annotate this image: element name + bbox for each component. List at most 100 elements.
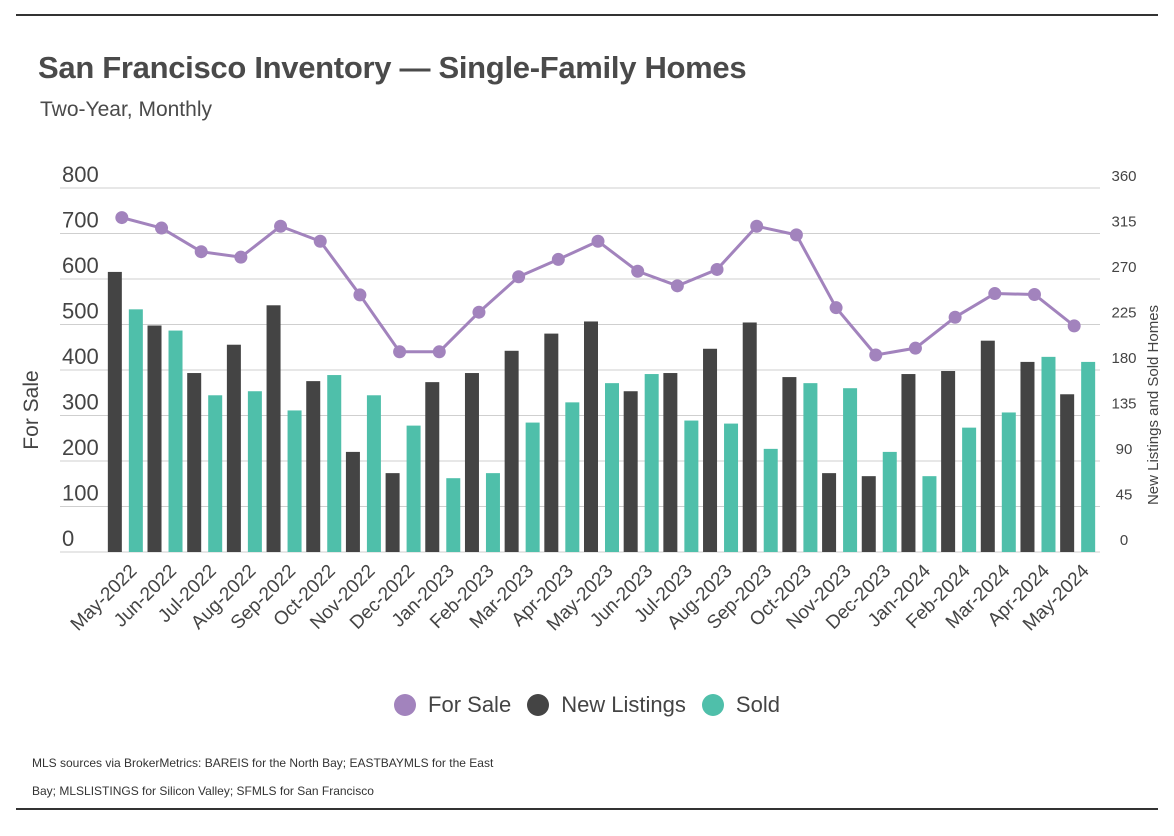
bar-new-listings <box>584 321 598 552</box>
bar-new-listings <box>703 348 718 552</box>
legend-label-new-listings: New Listings <box>561 692 686 717</box>
left-axis-title: For Sale <box>20 370 43 449</box>
bar-new-listings <box>1060 394 1075 552</box>
bar-new-listings <box>425 382 440 552</box>
bar-new-listings <box>980 340 995 552</box>
bar-sold <box>168 330 183 552</box>
legend-swatch-for-sale <box>394 694 417 716</box>
bar-new-listings <box>464 373 479 552</box>
point-for-sale <box>432 345 446 359</box>
bar-new-listings <box>1020 361 1035 552</box>
bar-new-listings <box>107 271 122 552</box>
bar-sold <box>1081 361 1096 552</box>
bar-sold <box>922 476 937 552</box>
bar-sold <box>366 395 381 552</box>
bar-sold <box>208 395 223 552</box>
right-tick-label: 360 <box>1111 168 1136 185</box>
point-for-sale <box>234 250 248 264</box>
bar-new-listings <box>504 350 519 552</box>
left-tick-label: 300 <box>62 390 99 415</box>
right-tick-label: 315 <box>1111 214 1136 231</box>
legend: For Sale New Listings Sold <box>0 692 1174 718</box>
right-axis-title: New Listings and Sold Homes <box>1145 305 1162 505</box>
source-note-line-2: Bay; MLSLISTINGS for Silicon Valley; SFM… <box>32 784 374 798</box>
bar-sold <box>128 309 143 552</box>
right-tick-label: 90 <box>1116 441 1133 458</box>
point-for-sale <box>869 348 883 362</box>
right-tick-label: 0 <box>1120 532 1128 549</box>
top-rule <box>16 14 1158 16</box>
bar-sold <box>446 478 461 552</box>
bar-sold <box>406 425 421 552</box>
left-tick-label: 700 <box>62 208 99 233</box>
chart-title: San Francisco Inventory — Single-Family … <box>38 50 747 85</box>
bottom-rule <box>16 808 1158 810</box>
bar-new-listings <box>782 377 797 552</box>
bar-new-listings <box>226 344 241 552</box>
legend-label-for-sale: For Sale <box>428 692 512 717</box>
point-for-sale <box>313 234 327 248</box>
left-tick-label: 800 <box>62 162 99 187</box>
point-for-sale <box>393 345 407 359</box>
point-for-sale <box>750 219 764 233</box>
point-for-sale <box>948 310 962 324</box>
bar-new-listings <box>266 305 281 552</box>
chart-subtitle: Two-Year, Monthly <box>40 98 212 121</box>
bar-new-listings <box>385 473 400 552</box>
bar-sold <box>644 374 659 552</box>
point-for-sale <box>194 245 208 259</box>
legend-swatch-new-listings <box>527 694 550 716</box>
point-for-sale <box>551 252 565 266</box>
bar-sold <box>843 388 858 552</box>
legend-item-new-listings: New Listings <box>527 692 686 718</box>
point-for-sale <box>988 287 1002 301</box>
bar-new-listings <box>663 373 678 552</box>
point-for-sale <box>274 219 288 233</box>
bar-new-listings <box>147 325 162 552</box>
legend-item-for-sale: For Sale <box>394 692 511 718</box>
right-tick-label: 135 <box>1111 396 1136 413</box>
bar-new-listings <box>187 373 202 552</box>
bar-sold <box>724 423 739 552</box>
bar-new-listings <box>623 391 638 552</box>
bar-new-listings <box>544 333 559 552</box>
point-for-sale <box>631 264 645 278</box>
point-for-sale <box>789 228 803 242</box>
point-for-sale <box>155 221 169 235</box>
left-tick-label: 0 <box>62 526 74 551</box>
bar-new-listings <box>822 473 837 552</box>
right-tick-label: 180 <box>1111 350 1136 367</box>
bar-sold <box>684 420 699 552</box>
legend-item-sold: Sold <box>701 692 780 718</box>
bar-sold <box>1041 356 1056 552</box>
point-for-sale <box>1027 287 1041 301</box>
right-tick-label: 45 <box>1116 487 1133 504</box>
source-note-line-1: MLS sources via BrokerMetrics: BAREIS fo… <box>32 756 494 770</box>
point-for-sale <box>353 288 367 302</box>
bar-new-listings <box>742 322 757 552</box>
bar-sold <box>565 402 580 552</box>
bar-sold <box>882 451 897 552</box>
bar-sold <box>247 391 262 552</box>
left-tick-label: 200 <box>62 435 99 460</box>
bar-new-listings <box>941 371 956 552</box>
legend-swatch-sold <box>701 694 724 716</box>
bar-sold <box>962 427 977 552</box>
left-tick-label: 500 <box>62 299 99 324</box>
right-tick-label: 225 <box>1111 305 1136 322</box>
point-for-sale <box>908 341 922 355</box>
bar-sold <box>327 375 342 552</box>
point-for-sale <box>670 279 684 293</box>
point-for-sale <box>710 262 724 276</box>
bar-sold <box>525 422 540 552</box>
bar-new-listings <box>345 451 360 552</box>
point-for-sale <box>472 305 486 319</box>
point-for-sale <box>591 234 605 248</box>
bar-sold <box>763 448 778 552</box>
bar-sold <box>1001 412 1016 552</box>
bar-new-listings <box>901 374 916 552</box>
point-for-sale <box>829 301 843 315</box>
point-for-sale <box>1067 319 1081 333</box>
right-tick-label: 270 <box>1111 259 1136 276</box>
